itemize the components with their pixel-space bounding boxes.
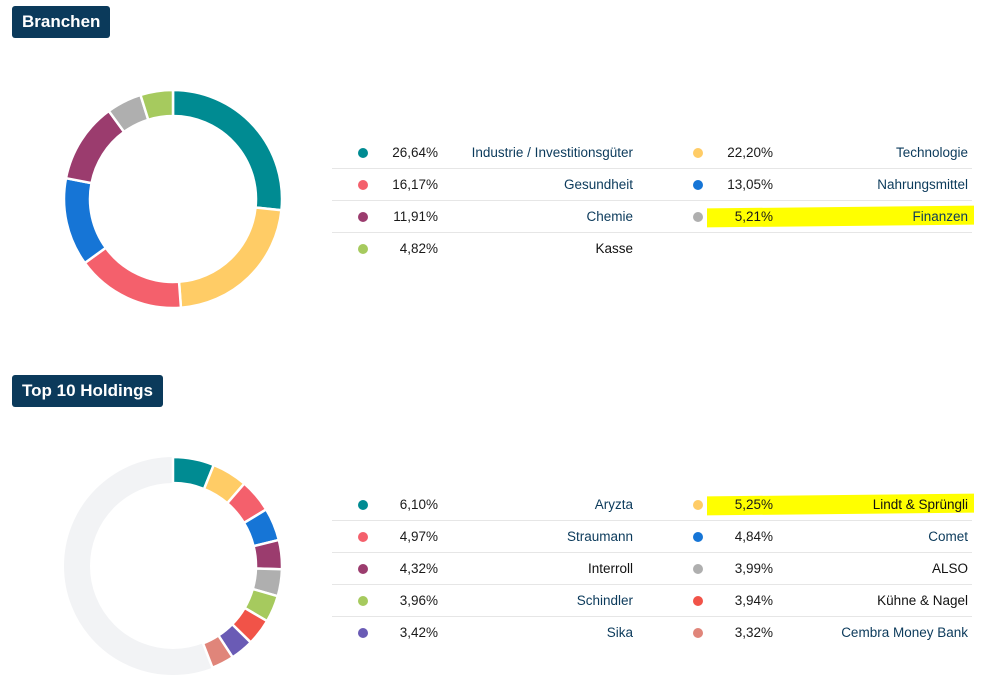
legend-row: 16,17% Gesundheit 13,05% Nahrungsmittel [332, 169, 972, 201]
legend-item-technologie: 22,20% Technologie [667, 137, 972, 168]
legend-label[interactable]: Cembra Money Bank [841, 625, 968, 640]
legend-item-straumann: 4,97% Straumann [332, 521, 637, 552]
legend-item-aryzta: 6,10% Aryzta [332, 489, 637, 520]
legend-value: 3,96% [399, 593, 438, 608]
legend-label[interactable]: Chemie [586, 209, 633, 224]
legend-label[interactable]: ALSO [931, 561, 968, 576]
legend-label[interactable]: Aryzta [594, 497, 633, 512]
legend-label[interactable]: Technologie [895, 145, 968, 160]
legend-item-kuehne-nagel: 3,94% Kühne & Nagel [667, 585, 972, 616]
legend-label[interactable]: Kühne & Nagel [877, 593, 968, 608]
legend-dot [693, 563, 703, 574]
legend-item-interroll: 4,32% Interroll [332, 553, 637, 584]
legend-row: 26,64% Industrie / Investitionsgüter 22,20… [332, 137, 972, 169]
legend-value: 3,94% [734, 593, 773, 608]
legend-value: 22,20% [727, 145, 773, 160]
legend-value: 26,64% [392, 145, 438, 160]
legend-label[interactable]: Comet [928, 529, 968, 544]
legend-dot [693, 179, 703, 190]
holdings-legend: 6,10% Aryzta 5,25% Lindt & Sprüngli 4,97% Str… [332, 489, 972, 648]
legend-value: 5,25% [734, 497, 773, 512]
legend-value: 13,05% [727, 177, 773, 192]
legend-item-also: 3,99% ALSO [667, 553, 972, 584]
legend-item-schindler: 3,96% Schindler [332, 585, 637, 616]
slice-technologie[interactable] [177, 206, 283, 310]
slice-gesundheit[interactable] [83, 245, 183, 310]
legend-label[interactable]: Schindler [576, 593, 633, 608]
legend-dot [358, 499, 368, 510]
legend-value: 5,21% [734, 209, 773, 224]
branchen-legend: 26,64% Industrie / Investitionsgüter 22,20… [332, 137, 972, 264]
slice-cembra-money-bank[interactable] [201, 633, 235, 670]
legend-value: 4,32% [399, 561, 438, 576]
legend-row: 3,42% Sika 3,32% Cembra Money Bank [332, 617, 972, 648]
legend-item-finanzen: 5,21% Finanzen [667, 201, 972, 232]
legend-row: 4,82% Kasse [332, 233, 972, 264]
legend-value: 3,32% [734, 625, 773, 640]
legend-dot [693, 627, 703, 638]
legend-item-chemie: 11,91% Chemie [332, 201, 637, 232]
legend-dot [358, 147, 368, 158]
legend-item-cembra-money-bank: 3,32% Cembra Money Bank [667, 617, 972, 648]
legend-item-nahrungsmittel: 13,05% Nahrungsmittel [667, 169, 972, 200]
branchen-title: Branchen [12, 6, 111, 38]
legend-value: 3,99% [734, 561, 773, 576]
slice-nahrungsmittel[interactable] [62, 176, 108, 265]
legend-value: 4,82% [399, 241, 438, 256]
legend-row: 11,91% Chemie 5,21% Finanzen [332, 201, 972, 233]
legend-item-lindt-spruengli: 5,25% Lindt & Sprüngli [667, 489, 972, 520]
legend-label[interactable]: Gesundheit [563, 177, 633, 192]
legend-item-gesundheit: 16,17% Gesundheit [332, 169, 637, 200]
legend-item-comet: 4,84% Comet [667, 521, 972, 552]
slice-interroll[interactable] [252, 538, 284, 571]
legend-row: 3,96% Schindler 3,94% Kühne & Nagel [332, 585, 972, 617]
holdings-title: Top 10 Holdings [12, 375, 163, 407]
branchen-donut-chart [62, 88, 284, 310]
legend-dot [693, 211, 703, 222]
legend-dot [693, 531, 703, 542]
legend-item-industrie-investitionsgueter: 26,64% Industrie / Investitionsgüter [332, 137, 637, 168]
legend-dot [693, 499, 703, 510]
legend-dot [358, 211, 368, 222]
legend-label[interactable]: Industrie / Investitionsgüter [471, 145, 633, 160]
legend-label[interactable]: Interroll [587, 561, 633, 576]
legend-empty-cell [667, 233, 972, 264]
legend-item-kasse: 4,82% Kasse [332, 233, 637, 264]
legend-item-sika: 3,42% Sika [332, 617, 637, 648]
legend-dot [693, 595, 703, 606]
legend-value: 3,42% [399, 625, 438, 640]
legend-label[interactable]: Kasse [595, 241, 633, 256]
legend-dot [693, 147, 703, 158]
legend-dot [358, 179, 368, 190]
legend-dot [358, 531, 368, 542]
legend-value: 6,10% [399, 497, 438, 512]
legend-value: 4,97% [399, 529, 438, 544]
legend-dot [358, 627, 368, 638]
legend-dot [358, 243, 368, 254]
legend-label[interactable]: Sika [606, 625, 633, 640]
legend-value: 16,17% [392, 177, 438, 192]
legend-dot [358, 563, 368, 574]
legend-label[interactable]: Nahrungsmittel [877, 177, 968, 192]
legend-dot [358, 595, 368, 606]
slice-kasse[interactable] [138, 88, 175, 122]
legend-label[interactable]: Straumann [566, 529, 633, 544]
legend-value: 4,84% [734, 529, 773, 544]
holdings-donut-chart [64, 455, 284, 675]
legend-row: 4,97% Straumann 4,84% Comet [332, 521, 972, 553]
legend-label[interactable]: Lindt & Sprüngli [872, 497, 968, 512]
legend-row: 6,10% Aryzta 5,25% Lindt & Sprüngli [332, 489, 972, 521]
legend-value: 11,91% [393, 209, 438, 224]
slice-industrie-investitionsgueter[interactable] [171, 88, 284, 212]
legend-label[interactable]: Finanzen [912, 209, 968, 224]
legend-row: 4,32% Interroll 3,99% ALSO [332, 553, 972, 585]
